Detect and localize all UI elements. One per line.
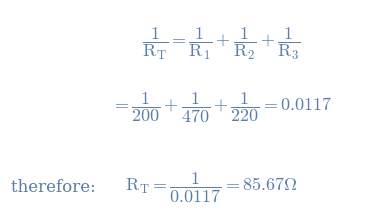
- Text: $\dfrac{1}{\mathrm{R}_\mathrm{T}} = \dfrac{1}{\mathrm{R}_\mathrm{1}} + \dfrac{1}: $\dfrac{1}{\mathrm{R}_\mathrm{T}} = \dfr…: [142, 25, 301, 62]
- Text: $= \dfrac{1}{200} + \dfrac{1}{470} + \dfrac{1}{220} = 0.0117$: $= \dfrac{1}{200} + \dfrac{1}{470} + \df…: [111, 91, 332, 125]
- Text: $\mathrm{R}_\mathrm{T} = \dfrac{1}{0.0117} = 85.67\Omega$: $\mathrm{R}_\mathrm{T} = \dfrac{1}{0.011…: [125, 171, 298, 205]
- Text: therefore:: therefore:: [11, 179, 106, 196]
